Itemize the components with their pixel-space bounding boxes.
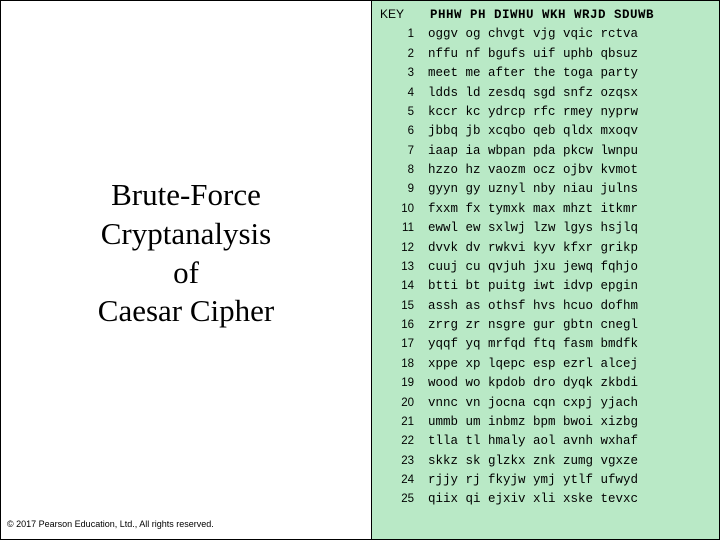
- cipher-table: KEY PHHW PH DIWHU WKH WRJD SDUWB 1oggv o…: [371, 1, 719, 539]
- table-row: 1oggv og chvgt vjg vqic rctva: [378, 25, 713, 44]
- row-plaintext: assh as othsf hvs hcuo dofhm: [428, 297, 713, 316]
- table-row: 9gyyn gy uznyl nby niau julns: [378, 180, 713, 199]
- title-line: Cryptanalysis: [101, 216, 272, 251]
- row-key: 7: [378, 143, 428, 161]
- row-key: 2: [378, 46, 428, 64]
- table-row: 22tlla tl hmaly aol avnh wxhaf: [378, 432, 713, 451]
- row-key: 17: [378, 336, 428, 354]
- table-row: 15assh as othsf hvs hcuo dofhm: [378, 297, 713, 316]
- table-row: 2nffu nf bgufs uif uphb qbsuz: [378, 45, 713, 64]
- table-row: 11ewwl ew sxlwj lzw lgys hsjlq: [378, 219, 713, 238]
- row-plaintext: zrrg zr nsgre gur gbtn cnegl: [428, 316, 713, 335]
- row-plaintext: gyyn gy uznyl nby niau julns: [428, 180, 713, 199]
- row-key: 20: [378, 395, 428, 413]
- row-plaintext: ummb um inbmz bpm bwoi xizbg: [428, 413, 713, 432]
- row-plaintext: vnnc vn jocna cqn cxpj yjach: [428, 394, 713, 413]
- row-plaintext: ewwl ew sxlwj lzw lgys hsjlq: [428, 219, 713, 238]
- row-key: 25: [378, 491, 428, 509]
- row-key: 12: [378, 240, 428, 258]
- table-row: 5kccr kc ydrcp rfc rmey nyprw: [378, 103, 713, 122]
- row-plaintext: fxxm fx tymxk max mhzt itkmr: [428, 200, 713, 219]
- row-key: 19: [378, 375, 428, 393]
- key-column-label: KEY: [378, 5, 430, 24]
- table-row: 21ummb um inbmz bpm bwoi xizbg: [378, 413, 713, 432]
- title-line: Brute-Force: [111, 177, 261, 212]
- row-key: 13: [378, 259, 428, 277]
- row-key: 8: [378, 162, 428, 180]
- table-row: 24rjjy rj fkyjw ymj ytlf ufwyd: [378, 471, 713, 490]
- row-plaintext: skkz sk glzkx znk zumg vgxze: [428, 452, 713, 471]
- table-row: 16zrrg zr nsgre gur gbtn cnegl: [378, 316, 713, 335]
- row-key: 24: [378, 472, 428, 490]
- row-plaintext: qiix qi ejxiv xli xske tevxc: [428, 490, 713, 509]
- row-plaintext: dvvk dv rwkvi kyv kfxr grikp: [428, 239, 713, 258]
- table-row: 13cuuj cu qvjuh jxu jewq fqhjo: [378, 258, 713, 277]
- table-row: 10fxxm fx tymxk max mhzt itkmr: [378, 200, 713, 219]
- table-row: 6jbbq jb xcqbo qeb qldx mxoqv: [378, 122, 713, 141]
- title-line: Caesar Cipher: [98, 293, 274, 328]
- row-key: 9: [378, 181, 428, 199]
- copyright-text: © 2017 Pearson Education, Ltd., All righ…: [7, 519, 214, 529]
- row-key: 18: [378, 356, 428, 374]
- row-plaintext: xppe xp lqepc esp ezrl alcej: [428, 355, 713, 374]
- row-plaintext: wood wo kpdob dro dyqk zkbdi: [428, 374, 713, 393]
- table-row: 8hzzo hz vaozm ocz ojbv kvmot: [378, 161, 713, 180]
- row-key: 14: [378, 278, 428, 296]
- row-plaintext: ldds ld zesdq sgd snfz ozqsx: [428, 84, 713, 103]
- row-plaintext: iaap ia wbpan pda pkcw lwnpu: [428, 142, 713, 161]
- row-plaintext: yqqf yq mrfqd ftq fasm bmdfk: [428, 335, 713, 354]
- title-line: of: [173, 255, 199, 290]
- table-row: 14btti bt puitg iwt idvp epgin: [378, 277, 713, 296]
- table-row: 23skkz sk glzkx znk zumg vgxze: [378, 452, 713, 471]
- row-plaintext: cuuj cu qvjuh jxu jewq fqhjo: [428, 258, 713, 277]
- table-row: 19wood wo kpdob dro dyqk zkbdi: [378, 374, 713, 393]
- table-row: 3meet me after the toga party: [378, 64, 713, 83]
- table-row: 17yqqf yq mrfqd ftq fasm bmdfk: [378, 335, 713, 354]
- row-key: 11: [378, 220, 428, 238]
- row-plaintext: tlla tl hmaly aol avnh wxhaf: [428, 432, 713, 451]
- row-key: 6: [378, 123, 428, 141]
- table-body: 1oggv og chvgt vjg vqic rctva2nffu nf bg…: [378, 25, 713, 509]
- table-row: 12dvvk dv rwkvi kyv kfxr grikp: [378, 239, 713, 258]
- table-row: 25qiix qi ejxiv xli xske tevxc: [378, 490, 713, 509]
- row-key: 5: [378, 104, 428, 122]
- slide: Brute-Force Cryptanalysis of Caesar Ciph…: [0, 0, 720, 540]
- table-row: 20vnnc vn jocna cqn cxpj yjach: [378, 394, 713, 413]
- ciphertext-header: PHHW PH DIWHU WKH WRJD SDUWB: [430, 6, 713, 25]
- row-key: 21: [378, 414, 428, 432]
- table-header-row: KEY PHHW PH DIWHU WKH WRJD SDUWB: [378, 5, 713, 25]
- table-row: 18xppe xp lqepc esp ezrl alcej: [378, 355, 713, 374]
- row-key: 3: [378, 65, 428, 83]
- row-plaintext: hzzo hz vaozm ocz ojbv kvmot: [428, 161, 713, 180]
- row-key: 23: [378, 453, 428, 471]
- row-key: 10: [378, 201, 428, 219]
- row-plaintext: btti bt puitg iwt idvp epgin: [428, 277, 713, 296]
- row-key: 15: [378, 298, 428, 316]
- row-key: 1: [378, 26, 428, 44]
- row-key: 4: [378, 85, 428, 103]
- row-key: 22: [378, 433, 428, 451]
- left-panel: Brute-Force Cryptanalysis of Caesar Ciph…: [1, 1, 371, 539]
- row-plaintext: kccr kc ydrcp rfc rmey nyprw: [428, 103, 713, 122]
- row-plaintext: rjjy rj fkyjw ymj ytlf ufwyd: [428, 471, 713, 490]
- row-plaintext: meet me after the toga party: [428, 64, 713, 83]
- row-key: 16: [378, 317, 428, 335]
- slide-title: Brute-Force Cryptanalysis of Caesar Ciph…: [1, 176, 371, 331]
- row-plaintext: oggv og chvgt vjg vqic rctva: [428, 25, 713, 44]
- row-plaintext: jbbq jb xcqbo qeb qldx mxoqv: [428, 122, 713, 141]
- table-row: 7iaap ia wbpan pda pkcw lwnpu: [378, 142, 713, 161]
- row-plaintext: nffu nf bgufs uif uphb qbsuz: [428, 45, 713, 64]
- table-row: 4ldds ld zesdq sgd snfz ozqsx: [378, 84, 713, 103]
